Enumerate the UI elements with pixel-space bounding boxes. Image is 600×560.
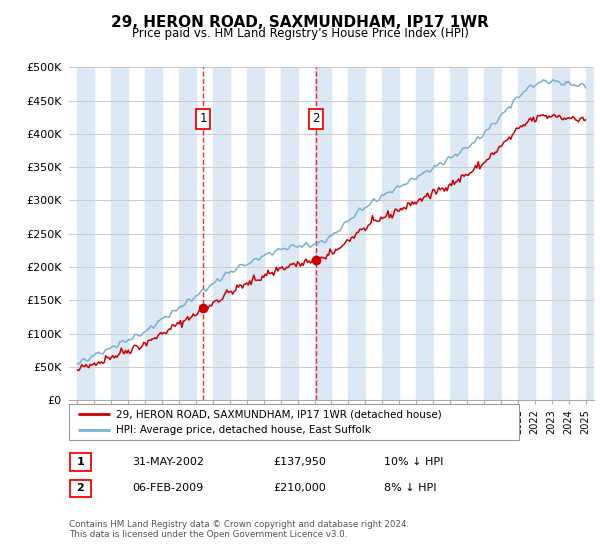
Bar [281,67,298,400]
FancyBboxPatch shape [70,480,91,497]
Text: 1: 1 [77,457,84,467]
Bar [112,67,128,400]
Bar [179,67,196,400]
Bar [314,67,331,400]
Text: £137,950: £137,950 [273,457,326,467]
Bar [416,67,433,400]
Bar [551,67,569,400]
Bar [349,67,365,400]
Text: 8% ↓ HPI: 8% ↓ HPI [384,483,437,493]
Bar [484,67,501,400]
Text: 29, HERON ROAD, SAXMUNDHAM, IP17 1WR (detached house): 29, HERON ROAD, SAXMUNDHAM, IP17 1WR (de… [116,409,442,419]
Text: Contains HM Land Registry data © Crown copyright and database right 2024.
This d: Contains HM Land Registry data © Crown c… [69,520,409,539]
Bar [382,67,399,400]
Text: 29, HERON ROAD, SAXMUNDHAM, IP17 1WR: 29, HERON ROAD, SAXMUNDHAM, IP17 1WR [111,15,489,30]
FancyBboxPatch shape [69,404,519,440]
Bar [450,67,467,400]
Bar [213,67,230,400]
Text: 2: 2 [313,113,320,125]
Bar [247,67,264,400]
Bar [586,67,600,400]
Bar [77,67,94,400]
Text: 10% ↓ HPI: 10% ↓ HPI [384,457,443,467]
Text: 1: 1 [199,113,207,125]
Text: Price paid vs. HM Land Registry's House Price Index (HPI): Price paid vs. HM Land Registry's House … [131,27,469,40]
FancyBboxPatch shape [70,454,91,470]
Text: 31-MAY-2002: 31-MAY-2002 [132,457,204,467]
Text: HPI: Average price, detached house, East Suffolk: HPI: Average price, detached house, East… [116,426,371,436]
Text: 06-FEB-2009: 06-FEB-2009 [132,483,203,493]
Bar [518,67,535,400]
Bar [145,67,162,400]
Text: £210,000: £210,000 [273,483,326,493]
Text: 2: 2 [77,483,84,493]
